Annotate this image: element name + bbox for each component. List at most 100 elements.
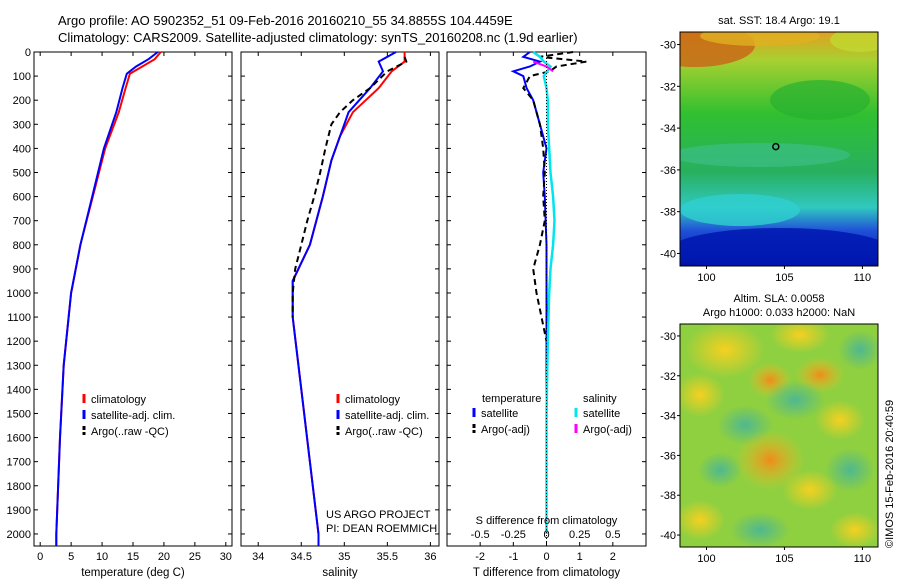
sla_map-ytick-label: -38 xyxy=(660,490,676,502)
sla_map-ytick-label: -32 xyxy=(660,371,676,383)
profile-title: Argo profile: AO 5902352_51 09-Feb-2016 … xyxy=(58,13,513,28)
temperature-axes-frame xyxy=(33,51,233,547)
argo-height-title: Argo h1000: 0.033 h2000: NaN xyxy=(703,307,855,319)
depth-tick-label: 1600 xyxy=(7,433,31,445)
sst_map-ytick-label: -38 xyxy=(660,207,676,219)
sst_map-ytick-label: -40 xyxy=(660,248,676,260)
salinity-legend-item: Argo(-adj) xyxy=(583,424,632,436)
sst_map-xtick-label: 100 xyxy=(697,272,715,284)
depth-tick-label: 2000 xyxy=(7,529,31,541)
salinity-diff-tick-label: 0 xyxy=(543,529,549,541)
salinity-series-argo-raw-qc- xyxy=(291,56,408,318)
sla-anomaly-spot xyxy=(815,400,865,440)
depth-tick-label: 500 xyxy=(13,167,31,179)
sla_map-ytick-label: -30 xyxy=(660,331,676,343)
salinity-xtick-label: 36 xyxy=(424,551,436,563)
depth-tick-label: 1700 xyxy=(7,457,31,469)
sst_map-ytick-label: -34 xyxy=(660,123,676,135)
salinity-xtick-label: 34 xyxy=(252,551,264,563)
depth-tick-label: 0 xyxy=(25,47,31,59)
sla-anomaly-spot xyxy=(838,330,878,370)
difference-xtick-label: 1 xyxy=(577,551,583,563)
temperature-xtick-label: 0 xyxy=(37,551,43,563)
salinity-series-satellite-adj-clim- xyxy=(291,51,397,546)
sla-anomaly-spot xyxy=(735,430,805,490)
sla-anomaly-spot xyxy=(680,500,725,540)
depth-tick-label: 200 xyxy=(13,95,31,107)
temperature-series-climatology xyxy=(55,51,162,546)
temperature-legend-item: Argo(-adj) xyxy=(481,424,530,436)
depth-tick-label: 1300 xyxy=(7,360,31,372)
difference-series-temperature-argo-adj- xyxy=(522,51,587,342)
salinity-legend-title: salinity xyxy=(583,393,617,405)
temperature-legend-item: climatology xyxy=(91,394,147,406)
difference-series-salinity-argo-adj- xyxy=(532,60,554,73)
sla-anomaly-spot xyxy=(685,324,765,378)
sst-green-patch xyxy=(770,80,870,120)
temperature-xlabel: temperature (deg C) xyxy=(81,567,185,579)
sst-warm-band xyxy=(700,32,820,46)
depth-tick-label: 400 xyxy=(13,143,31,155)
depth-tick-label: 1200 xyxy=(7,336,31,348)
difference-xtick-label: 0 xyxy=(543,551,549,563)
depth-tick-label: 300 xyxy=(13,119,31,131)
depth-tick-label: 1100 xyxy=(7,312,31,324)
difference-xlabel: T difference from climatology xyxy=(473,567,620,579)
sst-cyan-patch xyxy=(680,194,800,226)
sla_map-ytick-label: -34 xyxy=(660,411,676,423)
depth-tick-label: 1000 xyxy=(7,288,31,300)
salinity-xtick-label: 35 xyxy=(338,551,350,563)
sst-cold-patch xyxy=(680,228,878,266)
pi-label: PI: DEAN ROEMMICH xyxy=(326,523,437,535)
salinity-diff-tick-label: 0.25 xyxy=(569,529,590,541)
depth-tick-label: 900 xyxy=(13,264,31,276)
salinity-xtick-label: 34.5 xyxy=(291,551,312,563)
sla-anomaly-spot xyxy=(680,373,725,417)
argo-position-marker xyxy=(772,142,780,151)
sst_map-xtick-label: 105 xyxy=(775,272,793,284)
sst_map-xtick-label: 110 xyxy=(854,272,872,284)
sst_map-ytick-label: -32 xyxy=(660,81,676,93)
sla-anomaly-spot xyxy=(730,512,790,547)
depth-tick-label: 100 xyxy=(13,71,31,83)
temperature-series-satellite-adj-clim- xyxy=(55,51,159,546)
sla-heatmap xyxy=(680,324,878,547)
difference-xtick-label: -1 xyxy=(508,551,518,563)
temperature-xtick-label: 10 xyxy=(96,551,108,563)
sst-title: sat. SST: 18.4 Argo: 19.1 xyxy=(718,15,840,27)
depth-tick-label: 1900 xyxy=(7,505,31,517)
sla_map-xtick-label: 110 xyxy=(854,553,872,565)
difference-xtick-label: 2 xyxy=(610,551,616,563)
sla_map-ytick-label: -40 xyxy=(660,530,676,542)
salinity-diff-tick-label: -0.25 xyxy=(501,529,526,541)
sst_map-ytick-label: -30 xyxy=(660,40,676,52)
salinity-legend-item: satellite-adj. clim. xyxy=(345,410,429,422)
salinity-xlabel: salinity xyxy=(322,567,357,579)
depth-tick-label: 1500 xyxy=(7,408,31,420)
sla_map-xtick-label: 100 xyxy=(697,553,715,565)
imos-footer: ©IMOS 15-Feb-2016 20:40:59 xyxy=(884,400,896,548)
depth-tick-label: 800 xyxy=(13,240,31,252)
sla_map-xtick-label: 105 xyxy=(775,553,793,565)
sla-anomaly-spot xyxy=(770,324,830,353)
salinity-axes-frame xyxy=(240,51,440,547)
salinity-legend-item: Argo(..raw -QC) xyxy=(345,426,423,438)
difference-xtick-label: -2 xyxy=(475,551,485,563)
sst-heatmap xyxy=(680,32,878,266)
sla_map-ytick-label: -36 xyxy=(660,450,676,462)
temperature-xtick-label: 5 xyxy=(68,551,74,563)
salinity-xtick-label: 35.5 xyxy=(377,551,398,563)
temperature-legend-item: satellite xyxy=(481,408,518,420)
sla-anomaly-spot xyxy=(782,470,838,510)
sla-anomaly-spot xyxy=(825,448,875,492)
depth-tick-label: 1800 xyxy=(7,481,31,493)
temperature-xtick-label: 30 xyxy=(220,551,232,563)
temperature-xtick-label: 15 xyxy=(127,551,139,563)
sla-anomaly-spot xyxy=(698,452,742,488)
sst-yellow-patch xyxy=(830,32,878,52)
sla-anomaly-spot xyxy=(765,380,825,420)
project-label: US ARGO PROJECT xyxy=(326,509,431,521)
sst-teal-band xyxy=(680,143,850,167)
difference-series-temperature-satellite xyxy=(510,51,548,534)
